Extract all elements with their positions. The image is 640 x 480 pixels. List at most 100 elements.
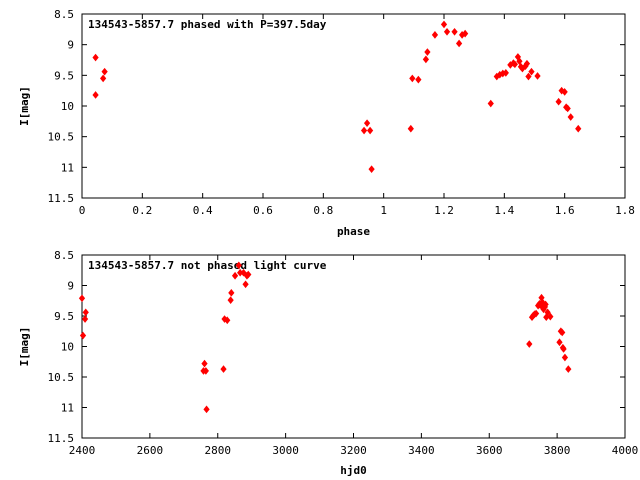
data-point: [82, 308, 89, 317]
y-tick-label: 11.5: [48, 432, 75, 445]
data-point: [92, 91, 99, 99]
x-axis-label: phase: [337, 225, 370, 238]
data-point: [101, 67, 108, 76]
x-tick-label: 3000: [272, 444, 299, 457]
y-axis-label: I[mag]: [18, 86, 31, 126]
data-point: [525, 72, 532, 81]
data-point: [559, 328, 566, 337]
data-point: [542, 300, 549, 309]
phased-light-curve-panel: 0 0.2 0.4 0.6 0.8 1 1.2 1.4 1.6 1.8 8.5 9 9.5 10 10.5 1…: [18, 8, 635, 238]
x-tick-label: 1.8: [615, 204, 635, 217]
data-point: [516, 57, 523, 66]
data-point: [455, 39, 463, 48]
data-point: [231, 271, 239, 280]
data-point: [363, 119, 371, 128]
x-tick-label: 4000: [612, 444, 639, 457]
data-point: [443, 27, 451, 36]
data-point: [245, 270, 252, 279]
data-point: [567, 113, 574, 121]
y-tick-label: 11.5: [48, 192, 75, 205]
data-point: [368, 165, 375, 174]
x-tick-label: 1.4: [494, 204, 514, 217]
x-tick-label: 0.6: [253, 204, 273, 217]
data-point: [424, 48, 431, 56]
y-tick-label: 9: [67, 280, 74, 293]
chart-title: 134543-5857.7 not phased light curve: [88, 259, 327, 272]
data-point: [502, 69, 509, 77]
data-point: [523, 59, 531, 68]
y-tick-label: 9.5: [54, 310, 74, 323]
data-point: [235, 261, 242, 270]
plot-frame: [81, 254, 626, 439]
data-point: [366, 126, 374, 135]
x-tick-label: 1.6: [555, 204, 575, 217]
data-point: [534, 72, 541, 80]
y-axis-label: I[mag]: [18, 327, 31, 367]
data-point: [81, 315, 89, 323]
data-point: [242, 280, 249, 289]
data-point: [462, 29, 469, 38]
data-point: [532, 309, 540, 318]
data-point: [528, 67, 535, 76]
data-point: [511, 60, 519, 69]
x-tick-label: 2400: [69, 444, 96, 457]
y-tick-label: 11: [61, 161, 74, 174]
data-point: [422, 55, 430, 64]
x-tick-label: 1: [380, 204, 387, 217]
y-tick-label: 10.5: [48, 131, 75, 144]
data-point: [451, 27, 458, 36]
y-tick-label: 10: [61, 341, 74, 354]
data-point: [220, 365, 227, 373]
data-point: [560, 345, 567, 353]
data-point: [79, 331, 87, 340]
data-point: [440, 20, 448, 29]
data-point: [561, 88, 568, 96]
x-tick-label: 0.2: [132, 204, 152, 217]
unphased-light-curve-panel: 2400 2600 2800 3000 3200 3400 3600 3800 4000 8.5 9…: [18, 249, 638, 477]
data-point: [565, 365, 572, 373]
x-tick-label: 0.8: [313, 204, 333, 217]
y-tick-label: 9: [67, 39, 74, 52]
data-point: [431, 31, 439, 39]
y-tick-label: 10: [61, 100, 74, 113]
data-point: [201, 359, 208, 368]
y-tick-label: 9.5: [54, 69, 74, 82]
data-point: [487, 99, 494, 108]
data-point: [575, 124, 582, 133]
plot-frame: [81, 13, 626, 199]
data-point: [526, 340, 533, 348]
x-tick-label: 1.2: [434, 204, 454, 217]
y-tick-label: 11: [61, 402, 74, 415]
data-point: [227, 296, 234, 304]
chart-title: 134543-5857.7 phased with P=397.5day: [88, 18, 327, 31]
data-point: [409, 74, 416, 83]
data-point: [100, 74, 107, 83]
data-point: [228, 288, 235, 297]
data-point: [544, 308, 551, 317]
data-point: [547, 312, 554, 321]
data-point: [202, 367, 209, 375]
data-point: [558, 86, 565, 95]
y-tick-label: 8.5: [54, 249, 74, 262]
data-point: [92, 53, 99, 62]
y-tick-label: 10.5: [48, 371, 75, 384]
x-tick-label: 0.4: [193, 204, 213, 217]
data-point: [407, 124, 414, 133]
data-point: [556, 338, 563, 347]
x-tick-label: 2600: [137, 444, 164, 457]
x-tick-label: 3800: [544, 444, 571, 457]
y-tick-label: 8.5: [54, 8, 74, 21]
data-point: [224, 316, 231, 325]
x-tick-label: 0: [79, 204, 86, 217]
data-point: [240, 268, 247, 277]
data-point: [564, 104, 571, 113]
data-point: [78, 294, 86, 303]
x-tick-label: 3600: [476, 444, 503, 457]
data-point: [203, 405, 210, 414]
x-tick-label: 3200: [340, 444, 367, 457]
x-tick-label: 3400: [408, 444, 435, 457]
x-tick-label: 2800: [205, 444, 232, 457]
data-point: [360, 126, 368, 135]
data-point: [415, 75, 422, 84]
